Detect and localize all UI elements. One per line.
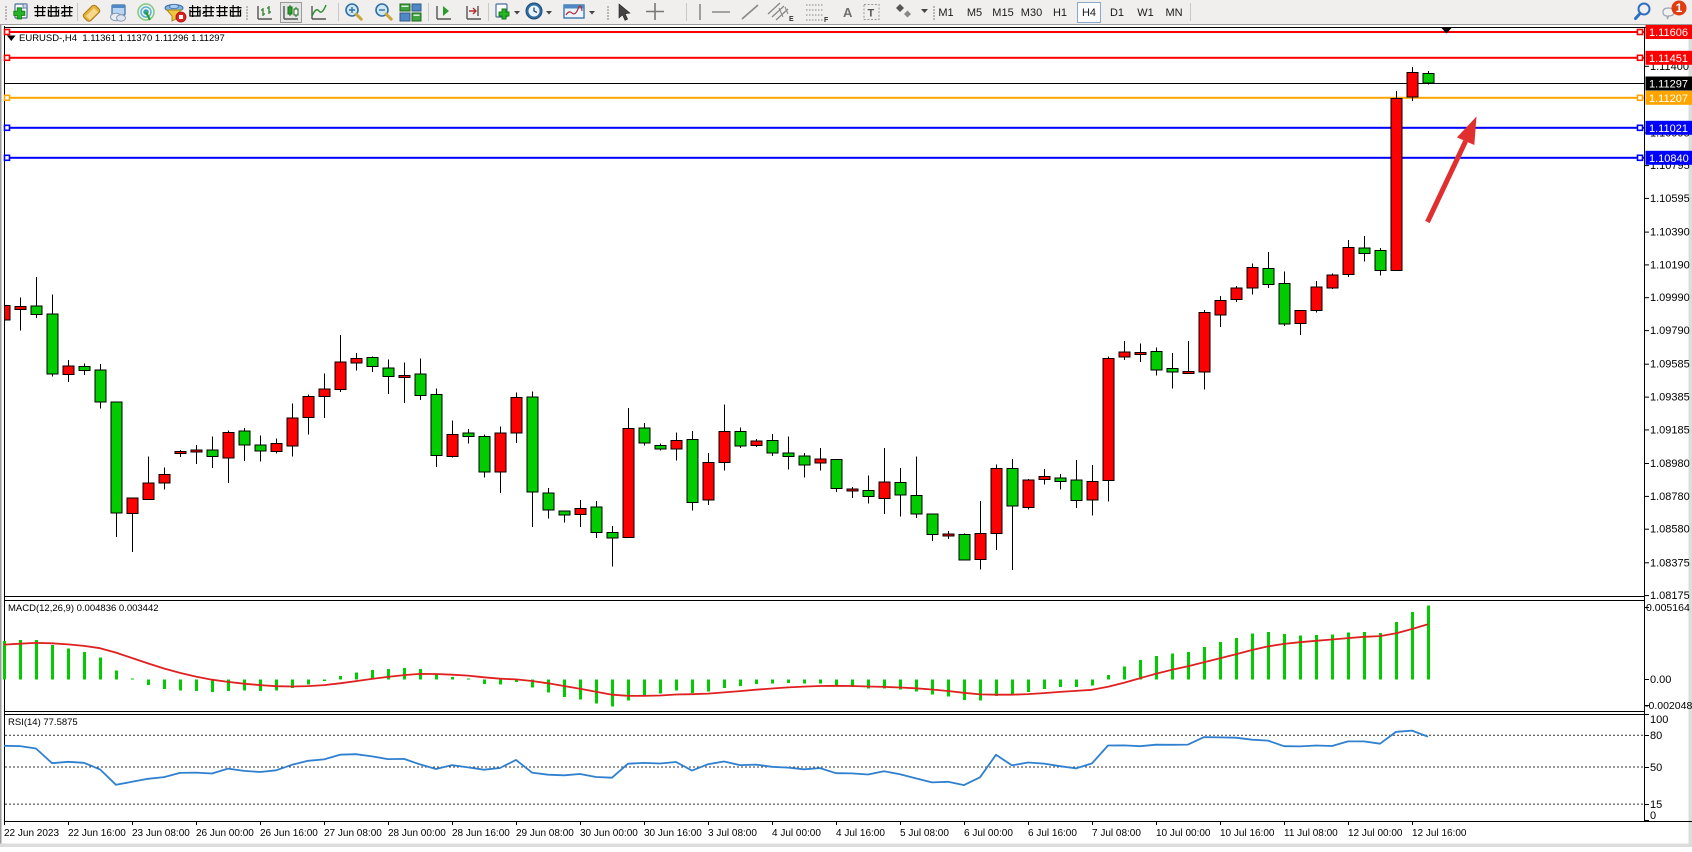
svg-text:M30: M30 [1021, 7, 1042, 19]
svg-text:E: E [789, 16, 794, 23]
svg-text:MACD(12,26,9) 0.004836 0.00344: MACD(12,26,9) 0.004836 0.003442 [8, 603, 159, 614]
svg-text:10 Jul 00:00: 10 Jul 00:00 [1156, 828, 1211, 839]
svg-text:1.09990: 1.09990 [1650, 292, 1690, 304]
svg-text:1.11207: 1.11207 [1649, 93, 1688, 105]
svg-text:5 Jul 08:00: 5 Jul 08:00 [900, 828, 949, 839]
svg-text:1.09185: 1.09185 [1650, 424, 1690, 436]
svg-text:1.10390: 1.10390 [1650, 227, 1690, 239]
svg-text:1.09585: 1.09585 [1650, 359, 1690, 371]
svg-text:F: F [824, 17, 829, 24]
svg-text:1.10190: 1.10190 [1650, 259, 1690, 271]
svg-text:1.11021: 1.11021 [1649, 123, 1688, 135]
svg-text:0.00: 0.00 [1650, 674, 1671, 686]
svg-text:-0.002048: -0.002048 [1645, 700, 1692, 712]
svg-text:1.10840: 1.10840 [1649, 153, 1689, 165]
svg-text:H1: H1 [1053, 7, 1067, 19]
svg-text:80: 80 [1650, 730, 1662, 742]
svg-text:W1: W1 [1137, 7, 1154, 19]
svg-text:A: A [843, 5, 853, 20]
svg-text:7 Jul 08:00: 7 Jul 08:00 [1092, 828, 1141, 839]
svg-text:1.08780: 1.08780 [1650, 491, 1690, 503]
svg-text:1.09385: 1.09385 [1650, 392, 1690, 404]
svg-text:M5: M5 [967, 7, 982, 19]
svg-text:1.08580: 1.08580 [1650, 524, 1690, 536]
svg-text:30 Jun 16:00: 30 Jun 16:00 [644, 828, 702, 839]
svg-text:100: 100 [1650, 714, 1668, 726]
svg-text:26 Jun 00:00: 26 Jun 00:00 [196, 828, 254, 839]
svg-text:27 Jun 08:00: 27 Jun 08:00 [324, 828, 382, 839]
svg-text:11 Jul 08:00: 11 Jul 08:00 [1284, 828, 1338, 839]
svg-text:EURUSD-,H4 1.11361 1.11370 1.: EURUSD-,H4 1.11361 1.11370 1.11296 1.112… [19, 33, 225, 44]
svg-text:RSI(14) 77.5875: RSI(14) 77.5875 [8, 717, 78, 728]
svg-text:26 Jun 16:00: 26 Jun 16:00 [260, 828, 318, 839]
svg-text:1.10595: 1.10595 [1650, 193, 1690, 205]
svg-text:D1: D1 [1110, 7, 1124, 19]
svg-text:1: 1 [1676, 1, 1683, 15]
svg-text:1.08375: 1.08375 [1650, 557, 1690, 569]
svg-text:4 Jul 16:00: 4 Jul 16:00 [836, 828, 885, 839]
svg-text:H4: H4 [1082, 7, 1096, 19]
svg-text:29 Jun 08:00: 29 Jun 08:00 [516, 828, 574, 839]
svg-text:1.09790: 1.09790 [1650, 325, 1690, 337]
svg-text:28 Jun 00:00: 28 Jun 00:00 [388, 828, 446, 839]
svg-text:12 Jul 16:00: 12 Jul 16:00 [1412, 828, 1467, 839]
svg-text:1.08980: 1.08980 [1650, 458, 1690, 470]
svg-text:0.005164: 0.005164 [1646, 602, 1690, 614]
svg-text:12 Jul 00:00: 12 Jul 00:00 [1348, 828, 1403, 839]
svg-text:28 Jun 16:00: 28 Jun 16:00 [452, 828, 510, 839]
svg-text:1.11606: 1.11606 [1649, 27, 1688, 39]
svg-text:T: T [868, 8, 875, 20]
svg-text:6 Jul 00:00: 6 Jul 00:00 [964, 828, 1013, 839]
svg-text:1.11451: 1.11451 [1649, 53, 1688, 65]
svg-text:M15: M15 [992, 7, 1013, 19]
svg-text:4 Jul 00:00: 4 Jul 00:00 [772, 828, 821, 839]
svg-text:0: 0 [1650, 810, 1656, 822]
svg-text:M1: M1 [938, 7, 953, 19]
svg-text:30 Jun 00:00: 30 Jun 00:00 [580, 828, 638, 839]
svg-text:1.08175: 1.08175 [1650, 590, 1690, 602]
svg-text:50: 50 [1650, 762, 1662, 774]
svg-text:MN: MN [1165, 7, 1182, 19]
svg-text:1.11297: 1.11297 [1649, 79, 1688, 91]
svg-text:10 Jul 16:00: 10 Jul 16:00 [1220, 828, 1275, 839]
svg-text:3 Jul 08:00: 3 Jul 08:00 [708, 828, 757, 839]
svg-text:23 Jun 08:00: 23 Jun 08:00 [132, 828, 190, 839]
svg-text:22 Jun 16:00: 22 Jun 16:00 [68, 828, 126, 839]
svg-text:22 Jun 2023: 22 Jun 2023 [4, 828, 59, 839]
svg-text:6 Jul 16:00: 6 Jul 16:00 [1028, 828, 1077, 839]
